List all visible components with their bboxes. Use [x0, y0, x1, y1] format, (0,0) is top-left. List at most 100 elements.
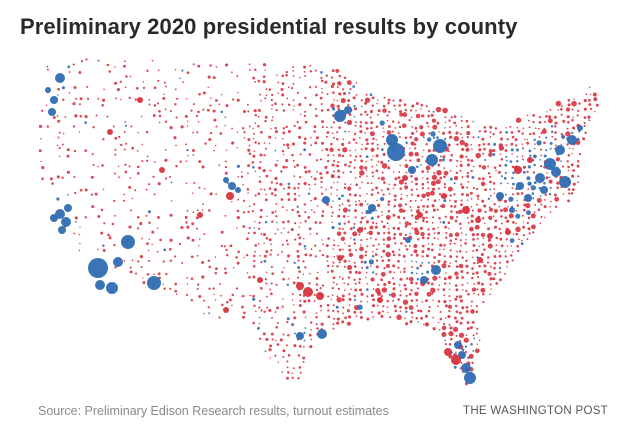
county-dot — [487, 256, 490, 259]
county-dot — [470, 219, 474, 223]
county-dot — [466, 186, 469, 189]
county-dot — [560, 113, 563, 116]
county-dot — [417, 205, 420, 209]
county-dot — [557, 109, 559, 111]
county-dot — [262, 332, 266, 336]
county-dot — [448, 343, 452, 346]
county-dot — [304, 75, 307, 77]
county-dot — [254, 244, 258, 247]
county-dot — [282, 298, 284, 300]
county-dot — [567, 154, 571, 157]
county-dot — [545, 136, 548, 139]
county-dot — [274, 311, 277, 313]
county-dot — [260, 260, 263, 264]
county-dot — [571, 108, 574, 111]
county-dot — [516, 204, 520, 207]
county-dot — [228, 298, 232, 302]
county-dot — [343, 222, 346, 225]
county-dot — [277, 361, 280, 364]
county-dot — [393, 271, 396, 274]
county-dot — [381, 163, 388, 169]
county-dot — [321, 91, 324, 94]
county-dot — [314, 244, 317, 247]
county-dot — [186, 125, 189, 127]
county-dot — [413, 143, 417, 146]
county-dot — [377, 177, 381, 180]
county-dot — [447, 143, 451, 147]
county-dot — [210, 97, 212, 100]
county-dot — [398, 104, 401, 107]
county-dot — [453, 175, 459, 181]
county-dot — [331, 69, 335, 73]
county-dot — [169, 259, 172, 262]
county-dot — [375, 273, 378, 276]
county-dot — [349, 170, 352, 174]
county-dot — [114, 97, 117, 100]
county-dot — [360, 148, 363, 151]
county-dot — [444, 304, 448, 308]
county-dot — [528, 232, 531, 235]
county-dot — [499, 278, 502, 282]
county-dot — [380, 255, 383, 258]
county-dot — [504, 272, 506, 275]
county-dot — [592, 92, 597, 97]
county-dot — [348, 252, 354, 257]
county-dot — [487, 233, 493, 239]
county-dot — [254, 113, 258, 117]
county-dot — [354, 121, 357, 124]
county-dot — [192, 103, 195, 106]
county-dot — [512, 182, 515, 186]
county-dot — [411, 126, 414, 128]
county-dot — [208, 209, 211, 212]
county-dot — [555, 157, 561, 162]
county-dot — [145, 188, 148, 191]
county-dot — [473, 283, 476, 285]
county-dot — [308, 187, 311, 190]
county-dot — [448, 323, 451, 326]
county-dot — [426, 270, 430, 274]
county-dot — [348, 270, 352, 274]
county-dot — [570, 163, 574, 167]
county-dot — [387, 143, 405, 161]
county-dot — [332, 137, 335, 139]
county-dot — [281, 82, 285, 85]
county-dot — [498, 145, 505, 151]
county-dot — [533, 181, 537, 185]
county-dot — [392, 213, 396, 217]
county-dot — [442, 155, 446, 159]
county-dot — [540, 203, 543, 206]
county-dot — [134, 189, 137, 192]
county-dot — [348, 297, 352, 301]
county-dot — [459, 367, 462, 370]
county-dot — [464, 372, 476, 384]
county-dot — [380, 314, 384, 318]
county-dot — [341, 277, 344, 280]
county-dot — [470, 169, 473, 173]
county-dot — [493, 192, 496, 195]
county-dot — [459, 222, 462, 226]
county-dot — [539, 195, 542, 197]
county-dot — [202, 91, 206, 95]
county-dot — [425, 254, 429, 258]
county-dot — [84, 149, 87, 152]
county-dot — [532, 154, 537, 159]
county-dot — [319, 172, 323, 176]
county-dot — [248, 152, 252, 156]
county-dot — [365, 127, 369, 130]
county-dot — [443, 137, 447, 141]
county-dot — [448, 295, 451, 298]
county-dot — [514, 144, 518, 147]
county-dot — [500, 175, 504, 178]
county-dot — [389, 316, 392, 319]
county-dot — [537, 127, 540, 130]
county-dot — [431, 265, 441, 275]
county-dot — [549, 211, 552, 213]
county-dot — [554, 196, 560, 202]
county-dot — [304, 327, 307, 329]
county-dot — [496, 192, 504, 200]
county-dot — [240, 175, 244, 178]
county-dot — [147, 183, 151, 186]
county-dot — [572, 116, 574, 118]
county-dot — [475, 271, 479, 275]
county-dot — [297, 182, 301, 186]
